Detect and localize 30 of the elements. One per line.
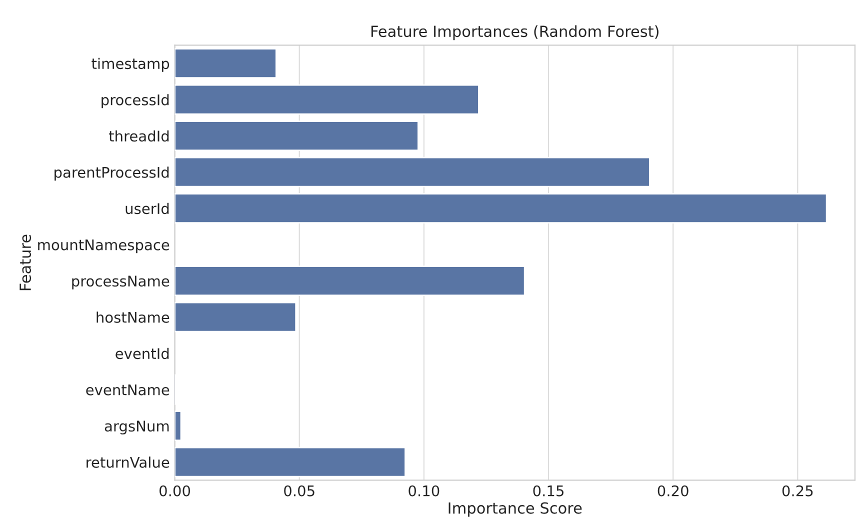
bar xyxy=(174,120,419,152)
x-tick-label: 0.00 xyxy=(160,485,190,496)
bar xyxy=(174,84,480,115)
bar xyxy=(174,446,406,478)
y-tick-label: eventName xyxy=(86,384,170,396)
x-tick-label: 0.10 xyxy=(408,485,440,496)
y-tick-label: userId xyxy=(126,202,169,214)
x-axis-title: Importance Score xyxy=(448,502,582,517)
bar xyxy=(174,48,277,79)
bar xyxy=(174,410,182,442)
y-axis-title: Feature xyxy=(20,234,32,290)
x-tick-label: 0.20 xyxy=(658,485,688,496)
bar xyxy=(174,156,650,188)
y-tick-label: processName xyxy=(72,276,170,290)
bar xyxy=(174,266,526,296)
y-tick-label: argsNum xyxy=(104,420,169,434)
bar xyxy=(174,302,297,332)
y-tick-label: mountNamespace xyxy=(38,240,170,254)
x-tick-label: 0.15 xyxy=(533,485,564,496)
x-tick-label: 0.05 xyxy=(284,485,314,496)
y-tick-label: threadId xyxy=(108,130,169,142)
y-tick-label: parentProcessId xyxy=(54,166,169,181)
x-tick-label: 0.25 xyxy=(782,485,813,496)
y-tick-label: returnValue xyxy=(86,456,170,468)
y-tick-label: eventId xyxy=(116,348,169,360)
chart-title: Feature Importances (Random Forest) xyxy=(371,25,658,40)
bar xyxy=(174,193,828,224)
y-tick-label: processId xyxy=(102,94,169,108)
y-tick-label: hostName xyxy=(96,312,170,323)
y-tick-label: timestamp xyxy=(92,58,170,72)
